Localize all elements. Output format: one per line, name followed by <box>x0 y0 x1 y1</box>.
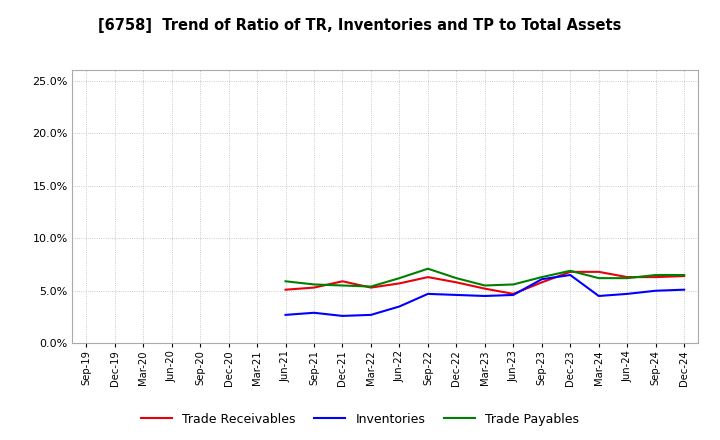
Line: Trade Receivables: Trade Receivables <box>286 272 684 294</box>
Inventories <box>566 272 575 278</box>
Trade Receivables <box>395 281 404 286</box>
Inventories <box>395 304 404 309</box>
Trade Receivables <box>338 279 347 284</box>
Trade Receivables <box>652 275 660 280</box>
Inventories <box>480 293 489 299</box>
Trade Payables <box>310 282 318 287</box>
Inventories <box>680 287 688 292</box>
Inventories <box>509 292 518 297</box>
Text: [6758]  Trend of Ratio of TR, Inventories and TP to Total Assets: [6758] Trend of Ratio of TR, Inventories… <box>99 18 621 33</box>
Inventories <box>652 288 660 293</box>
Trade Payables <box>366 284 375 289</box>
Trade Payables <box>537 275 546 280</box>
Trade Payables <box>282 279 290 284</box>
Trade Receivables <box>680 273 688 279</box>
Trade Payables <box>595 275 603 281</box>
Trade Receivables <box>480 286 489 291</box>
Trade Payables <box>509 282 518 287</box>
Inventories <box>423 291 432 297</box>
Legend: Trade Receivables, Inventories, Trade Payables: Trade Receivables, Inventories, Trade Pa… <box>137 409 583 429</box>
Trade Payables <box>652 272 660 278</box>
Trade Payables <box>566 268 575 273</box>
Trade Receivables <box>452 280 461 285</box>
Inventories <box>310 310 318 315</box>
Trade Receivables <box>366 285 375 290</box>
Trade Payables <box>395 275 404 281</box>
Inventories <box>595 293 603 299</box>
Trade Receivables <box>595 269 603 275</box>
Line: Inventories: Inventories <box>286 275 684 316</box>
Inventories <box>338 313 347 319</box>
Trade Receivables <box>537 280 546 285</box>
Trade Payables <box>423 266 432 271</box>
Inventories <box>366 312 375 318</box>
Trade Receivables <box>623 275 631 280</box>
Trade Payables <box>623 275 631 281</box>
Trade Payables <box>480 283 489 288</box>
Inventories <box>623 291 631 297</box>
Trade Receivables <box>423 275 432 280</box>
Trade Payables <box>680 272 688 278</box>
Inventories <box>537 277 546 282</box>
Inventories <box>282 312 290 318</box>
Trade Payables <box>338 283 347 288</box>
Trade Receivables <box>310 285 318 290</box>
Trade Receivables <box>566 269 575 275</box>
Trade Receivables <box>509 291 518 297</box>
Inventories <box>452 292 461 297</box>
Trade Receivables <box>282 287 290 292</box>
Trade Payables <box>452 275 461 281</box>
Line: Trade Payables: Trade Payables <box>286 269 684 286</box>
